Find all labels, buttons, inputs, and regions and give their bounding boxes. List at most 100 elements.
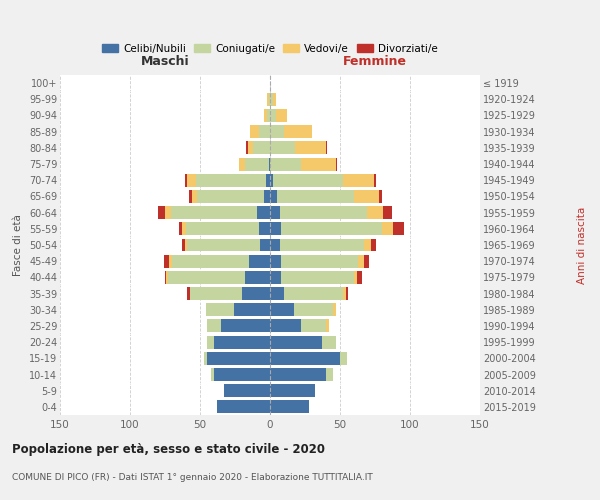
Bar bbox=[259, 222, 270, 235]
Bar bbox=[164, 254, 169, 268]
Bar bbox=[172, 254, 249, 268]
Text: Popolazione per età, sesso e stato civile - 2020: Popolazione per età, sesso e stato civil… bbox=[12, 442, 325, 456]
Bar bbox=[358, 254, 364, 268]
Bar bbox=[270, 174, 273, 186]
Bar bbox=[367, 206, 383, 219]
Bar bbox=[189, 190, 191, 203]
Bar bbox=[280, 206, 367, 219]
Bar bbox=[326, 368, 333, 381]
Bar bbox=[333, 304, 336, 316]
Legend: Celibi/Nubili, Coniugati/e, Vedovi/e, Divorziati/e: Celibi/Nubili, Coniugati/e, Vedovi/e, Di… bbox=[98, 40, 442, 58]
Bar bbox=[371, 238, 376, 252]
Bar bbox=[270, 109, 275, 122]
Bar bbox=[165, 271, 166, 284]
Bar bbox=[267, 109, 270, 122]
Bar bbox=[270, 287, 284, 300]
Bar bbox=[354, 190, 379, 203]
Bar bbox=[257, 206, 270, 219]
Bar bbox=[340, 352, 347, 365]
Bar bbox=[393, 222, 404, 235]
Bar bbox=[168, 271, 245, 284]
Bar bbox=[270, 142, 295, 154]
Bar bbox=[259, 125, 270, 138]
Bar bbox=[294, 304, 333, 316]
Bar bbox=[273, 93, 275, 106]
Bar bbox=[224, 384, 270, 397]
Bar bbox=[269, 93, 270, 106]
Bar bbox=[270, 400, 309, 413]
Bar bbox=[214, 336, 270, 348]
Bar bbox=[211, 368, 214, 381]
Bar bbox=[170, 206, 257, 219]
Bar bbox=[275, 109, 287, 122]
Bar bbox=[191, 190, 197, 203]
Bar bbox=[245, 158, 269, 170]
Bar bbox=[270, 336, 322, 348]
Bar bbox=[158, 206, 165, 219]
Bar bbox=[265, 190, 270, 203]
Text: Femmine: Femmine bbox=[343, 55, 407, 68]
Bar bbox=[270, 206, 280, 219]
Bar bbox=[165, 206, 170, 219]
Bar bbox=[383, 206, 392, 219]
Bar bbox=[207, 320, 221, 332]
Bar bbox=[374, 174, 376, 186]
Bar bbox=[270, 384, 315, 397]
Bar bbox=[270, 238, 280, 252]
Bar bbox=[270, 368, 326, 381]
Bar bbox=[186, 222, 259, 235]
Bar bbox=[295, 142, 326, 154]
Bar bbox=[301, 158, 336, 170]
Bar bbox=[190, 287, 242, 300]
Bar bbox=[343, 287, 346, 300]
Bar bbox=[217, 400, 270, 413]
Bar bbox=[354, 271, 357, 284]
Bar bbox=[270, 125, 284, 138]
Bar bbox=[196, 174, 266, 186]
Text: COMUNE DI PICO (FR) - Dati ISTAT 1° gennaio 2020 - Elaborazione TUTTITALIA.IT: COMUNE DI PICO (FR) - Dati ISTAT 1° genn… bbox=[12, 472, 373, 482]
Bar bbox=[260, 238, 270, 252]
Bar bbox=[249, 254, 270, 268]
Bar bbox=[270, 254, 281, 268]
Bar bbox=[364, 254, 370, 268]
Bar bbox=[185, 174, 187, 186]
Bar bbox=[326, 142, 328, 154]
Bar bbox=[270, 304, 294, 316]
Bar bbox=[284, 287, 343, 300]
Bar bbox=[336, 158, 337, 170]
Bar bbox=[322, 336, 336, 348]
Bar bbox=[197, 190, 265, 203]
Bar bbox=[281, 271, 354, 284]
Bar bbox=[169, 254, 172, 268]
Bar bbox=[269, 158, 270, 170]
Bar bbox=[270, 158, 301, 170]
Bar bbox=[248, 142, 253, 154]
Bar bbox=[187, 287, 190, 300]
Bar bbox=[182, 222, 186, 235]
Bar bbox=[250, 125, 259, 138]
Bar bbox=[270, 320, 301, 332]
Bar bbox=[270, 222, 281, 235]
Text: Maschi: Maschi bbox=[140, 55, 190, 68]
Bar bbox=[214, 368, 270, 381]
Bar bbox=[265, 109, 267, 122]
Bar bbox=[187, 174, 196, 186]
Bar bbox=[207, 352, 270, 365]
Bar bbox=[281, 222, 382, 235]
Bar bbox=[270, 93, 273, 106]
Bar bbox=[246, 142, 248, 154]
Bar bbox=[187, 238, 260, 252]
Bar bbox=[364, 238, 371, 252]
Bar bbox=[281, 254, 358, 268]
Bar bbox=[166, 271, 168, 284]
Bar bbox=[343, 174, 374, 186]
Bar bbox=[207, 336, 214, 348]
Bar bbox=[266, 174, 270, 186]
Y-axis label: Anni di nascita: Anni di nascita bbox=[577, 206, 587, 284]
Bar bbox=[326, 320, 329, 332]
Bar bbox=[346, 287, 349, 300]
Bar bbox=[267, 93, 269, 106]
Bar bbox=[239, 158, 245, 170]
Bar bbox=[245, 271, 270, 284]
Bar bbox=[179, 222, 182, 235]
